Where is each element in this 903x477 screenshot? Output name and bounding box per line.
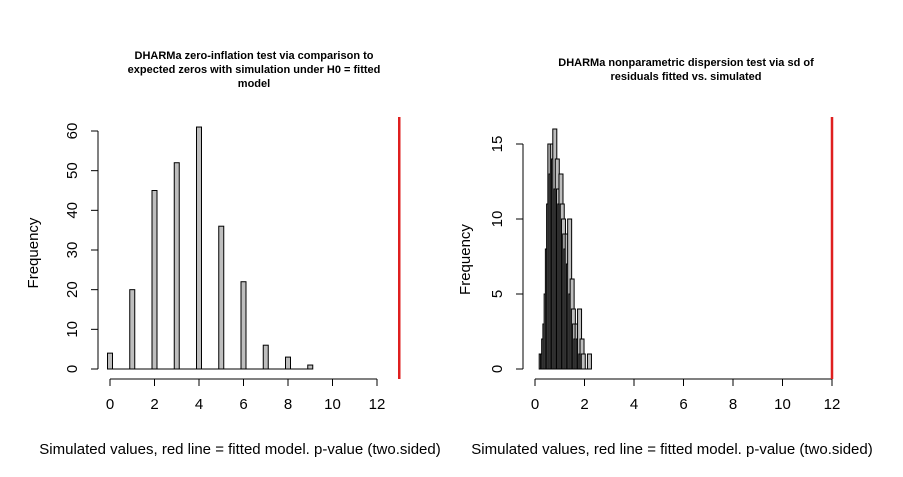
- x-axis-title: Simulated values, red line = fitted mode…: [471, 441, 872, 458]
- x-tick-label: 2: [150, 396, 158, 413]
- x-tick-label: 12: [369, 396, 386, 413]
- histogram-bar: [107, 352, 113, 370]
- x-axis-title: Simulated values, red line = fitted mode…: [39, 441, 440, 458]
- x-tick-label: 2: [580, 396, 588, 413]
- histogram-bar: [580, 353, 586, 370]
- y-tick-label: 30: [64, 242, 81, 259]
- y-tick-label: 0: [64, 365, 81, 373]
- x-tick-label: 8: [729, 396, 737, 413]
- zero-inflation-histogram-panel: DHARMa zero-inflation test via compariso…: [25, 50, 441, 458]
- y-tick-label: 10: [489, 211, 506, 228]
- x-tick-label: 10: [324, 396, 341, 413]
- histogram-bar: [173, 162, 180, 370]
- y-tick-label: 5: [489, 290, 506, 298]
- chart-title-line: residuals fitted vs. simulated: [611, 71, 762, 83]
- x-tick-label: 4: [630, 396, 638, 413]
- histogram-bar: [240, 281, 247, 370]
- y-tick-label: 40: [64, 202, 81, 219]
- chart-title-line: DHARMa zero-inflation test via compariso…: [135, 50, 374, 62]
- histogram-bar: [129, 289, 136, 370]
- histogram-bar: [262, 344, 269, 370]
- y-axis-title: Frequency: [457, 224, 474, 295]
- x-tick-label: 0: [106, 396, 114, 413]
- chart-title-line: DHARMa nonparametric dispersion test via…: [558, 57, 814, 69]
- chart-title-line: model: [238, 78, 270, 90]
- histogram-bar: [586, 353, 592, 370]
- histogram-bar: [218, 225, 225, 370]
- histogram-bar: [307, 364, 314, 370]
- y-tick-label: 0: [489, 365, 506, 373]
- histogram-bar: [151, 190, 158, 370]
- histogram-bar: [196, 126, 202, 370]
- y-tick-label: 15: [489, 136, 506, 153]
- y-axis-title: Frequency: [25, 217, 42, 288]
- x-tick-label: 4: [195, 396, 203, 413]
- x-tick-label: 12: [824, 396, 841, 413]
- dispersion-histogram-panel: DHARMa nonparametric dispersion test via…: [457, 57, 873, 458]
- y-tick-label: 60: [64, 123, 81, 140]
- y-tick-label: 10: [64, 321, 81, 338]
- x-tick-label: 8: [284, 396, 292, 413]
- histogram-bar: [285, 356, 291, 370]
- x-tick-label: 6: [239, 396, 247, 413]
- chart-title-line: expected zeros with simulation under H0 …: [128, 64, 381, 76]
- x-tick-label: 10: [774, 396, 791, 413]
- x-tick-label: 6: [679, 396, 687, 413]
- y-tick-label: 50: [64, 162, 81, 179]
- y-tick-label: 20: [64, 281, 81, 298]
- x-tick-label: 0: [531, 396, 539, 413]
